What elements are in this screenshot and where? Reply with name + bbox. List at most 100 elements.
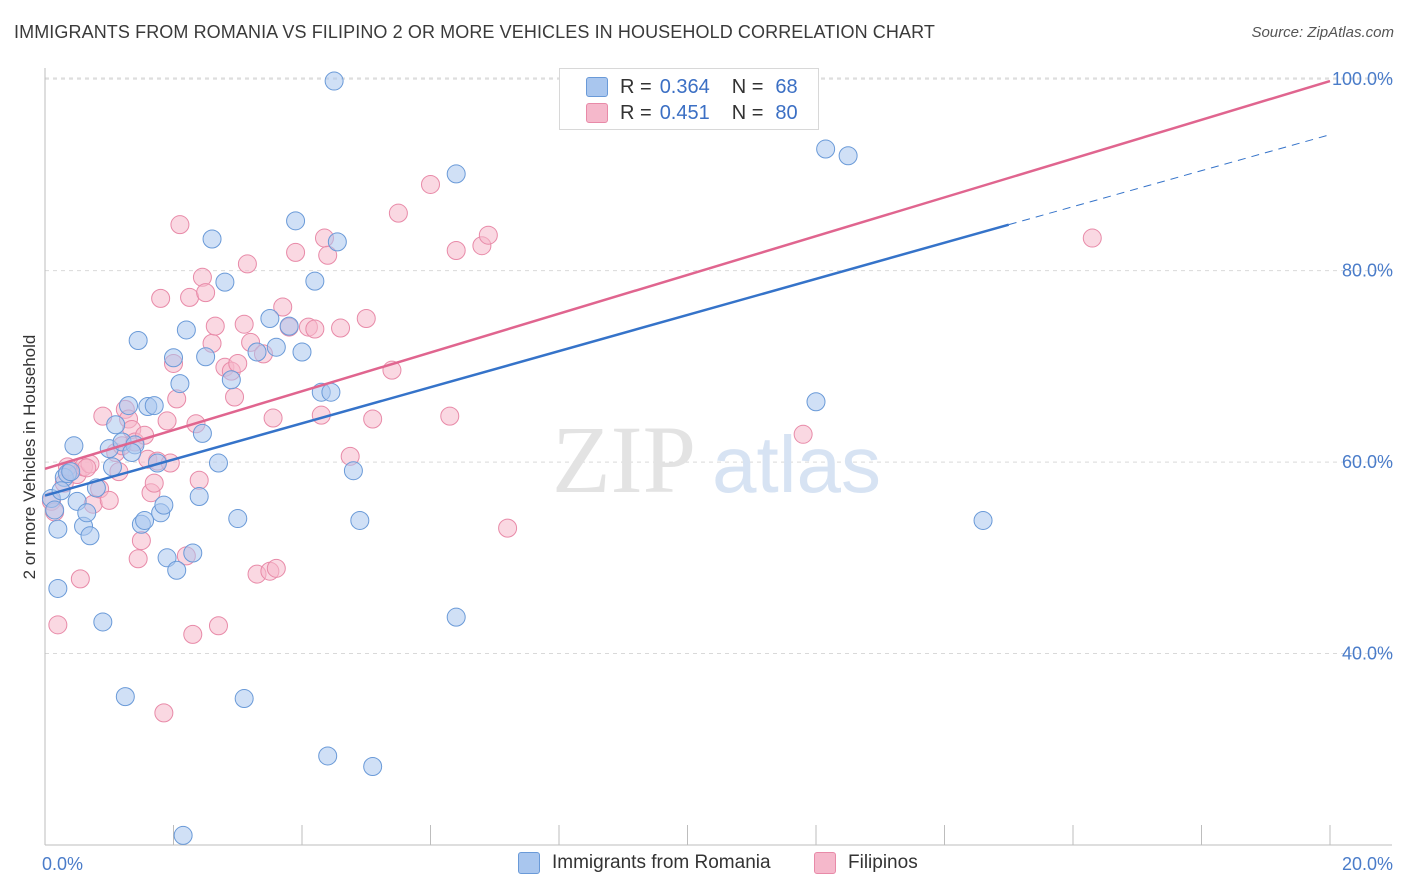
romania-point	[154, 495, 174, 515]
romania-point	[176, 320, 196, 340]
chart-title: IMMIGRANTS FROM ROMANIA VS FILIPINO 2 OR…	[14, 22, 935, 42]
romania-point	[189, 487, 209, 507]
romania-point	[170, 374, 190, 394]
filipinos-point	[128, 549, 148, 569]
romania-point	[183, 543, 203, 563]
filipinos-point	[131, 531, 151, 551]
stats-row-filipinos: R = 0.451 N = 80	[586, 101, 798, 125]
legend-item-romania[interactable]: Immigrants from Romania	[518, 852, 771, 874]
romania-point	[64, 436, 84, 456]
y-axis-label: 2 or more Vehicles in Household	[20, 335, 39, 580]
romania-point	[48, 519, 68, 539]
watermark-zip: ZIP	[552, 406, 696, 513]
filipinos-point	[157, 411, 177, 431]
romania-point	[816, 139, 836, 159]
romania-point	[208, 453, 228, 473]
y-tick-label: 60.0%	[1342, 452, 1393, 472]
filipinos-point	[77, 458, 97, 478]
filipinos-point	[183, 624, 203, 644]
stats-row-romania: R = 0.364 N = 68	[586, 75, 798, 99]
filipinos-point	[170, 215, 190, 235]
filipinos-point	[151, 288, 171, 308]
romania-point	[973, 510, 993, 530]
source-label: Source: ZipAtlas.com	[1251, 24, 1394, 41]
filipinos-point	[48, 615, 68, 635]
legend-label-filipinos: Filipinos	[848, 852, 918, 873]
romania-point	[266, 337, 286, 357]
romania-trend-line	[44, 223, 1010, 497]
x-tick-label: 20.0%	[1342, 854, 1393, 874]
filipinos-point	[263, 408, 283, 428]
filipinos-point	[196, 283, 216, 303]
romania-point	[318, 746, 338, 766]
romania-point	[221, 370, 241, 390]
romania-point	[350, 510, 370, 530]
romania-point	[446, 607, 466, 627]
y-tick-label: 40.0%	[1342, 644, 1393, 664]
romania-trend-extension	[1008, 134, 1331, 226]
romania-point	[292, 342, 312, 362]
filipinos-point	[421, 174, 440, 194]
filipinos-point	[189, 470, 209, 490]
romania-point	[286, 211, 306, 231]
romania-point	[305, 271, 325, 291]
romania-point	[102, 457, 122, 477]
romania-point	[167, 560, 187, 580]
filipinos-point	[356, 308, 376, 328]
romania-point	[119, 396, 139, 416]
trend-lines	[44, 79, 1331, 497]
filipinos-point	[180, 287, 200, 307]
stats-swatch-romania	[586, 77, 608, 97]
romania-point	[215, 272, 235, 292]
filipinos-point	[318, 245, 338, 265]
romania-point	[144, 396, 164, 416]
romania-point	[196, 347, 216, 367]
romania-point	[80, 526, 100, 546]
filipinos-point	[286, 242, 306, 262]
filipinos-point	[266, 558, 286, 578]
romania-point	[173, 825, 193, 845]
romania-point	[363, 757, 383, 776]
romania-point	[279, 316, 299, 336]
filipinos-point	[237, 254, 257, 274]
stats-n-value: 80	[775, 101, 798, 124]
romania-point	[192, 423, 212, 443]
y-axis-ticks: 40.0% 60.0% 80.0% 100.0%	[1332, 69, 1393, 663]
romania-point	[324, 71, 344, 91]
x-tick-label: 0.0%	[42, 854, 83, 874]
romania-point	[446, 164, 466, 184]
filipinos-point	[1082, 228, 1102, 248]
romania-point	[45, 500, 65, 520]
filipinos-point	[208, 616, 228, 636]
filipinos-point	[225, 387, 245, 407]
filipinos-point	[167, 389, 187, 409]
filipinos-point	[228, 353, 248, 373]
romania-point	[247, 342, 267, 362]
filipinos-point	[205, 316, 225, 336]
y-tick-label: 80.0%	[1342, 261, 1393, 281]
legend-label-romania: Immigrants from Romania	[552, 852, 771, 873]
stats-swatch-filipinos	[586, 103, 608, 123]
legend-swatch-romania	[518, 852, 540, 874]
legend-item-filipinos[interactable]: Filipinos	[814, 852, 918, 874]
filipinos-point	[446, 241, 466, 261]
filipinos-point	[234, 314, 254, 334]
x-axis-ticks: 0.0% 20.0%	[42, 854, 1393, 874]
legend-swatch-filipinos	[814, 852, 836, 874]
romania-point	[202, 229, 222, 249]
romania-point	[234, 689, 254, 709]
stats-n-label: N =	[731, 75, 764, 98]
romania-point	[327, 232, 347, 252]
romania-point	[122, 443, 142, 462]
axes	[44, 68, 1392, 846]
filipinos-point	[144, 473, 164, 493]
romania-point	[115, 687, 135, 707]
filipinos-point	[192, 267, 212, 287]
romania-point	[806, 392, 826, 412]
filipinos-point	[99, 490, 119, 510]
romania-point	[838, 146, 858, 166]
romania-point	[93, 612, 113, 632]
romania-point	[135, 510, 155, 530]
stats-r-label: R =	[620, 101, 652, 124]
